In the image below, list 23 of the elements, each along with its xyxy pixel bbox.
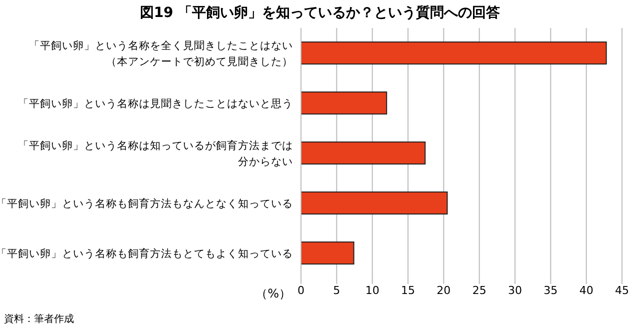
x-tick-label: 5 [333, 284, 340, 297]
x-tick-label: 20 [436, 284, 451, 297]
x-tick-label: 30 [508, 284, 522, 297]
x-tick-label: 40 [579, 284, 594, 297]
bar [301, 42, 607, 64]
bar [301, 92, 388, 114]
x-tick-label: 45 [615, 284, 629, 297]
bar [301, 142, 426, 164]
x-axis-title: （%） [256, 286, 291, 300]
x-tick-label: 15 [401, 284, 415, 297]
x-tick-label: 25 [472, 284, 486, 297]
text: 資料：筆者作成 [4, 312, 74, 326]
bar [301, 192, 448, 214]
x-tick-label: 35 [544, 284, 558, 297]
chart-title: 図19 「平飼い卵」を知っているか？という質問への回答 [138, 4, 502, 22]
y-tick-label: 「平飼い卵」という名称は見聞きしたことはないと思う [18, 97, 293, 110]
y-tick-label: 「平飼い卵」という名称も飼育方法もなんとなく知っている [0, 197, 293, 210]
x-tick-label: 10 [365, 284, 380, 297]
y-tick-label: 「平飼い卵」という名称も飼育方法もとてもよく知っている [0, 247, 293, 260]
x-tick-label: 0 [298, 284, 304, 297]
bar [301, 242, 354, 264]
y-tick-label: 「平飼い卵」という名称は知っているが飼育方法までは分からない [18, 139, 293, 168]
y-tick-label: 「平飼い卵」という名称を全く見聞きしたことはない（本アンケートで初めて見聞きした） [29, 39, 293, 68]
